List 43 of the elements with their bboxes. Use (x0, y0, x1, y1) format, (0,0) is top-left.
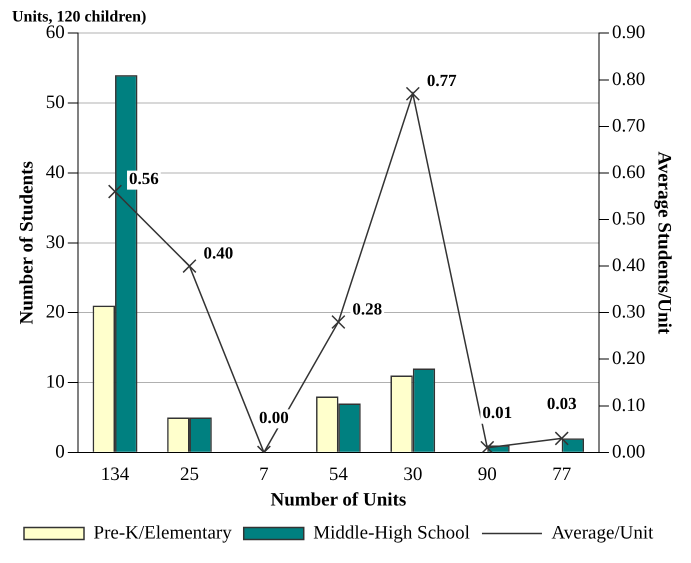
x-axis-title: Number of Units (270, 490, 406, 511)
point (554, 431, 569, 446)
y2-tick-label: 0.40 (612, 255, 646, 276)
legend-label: Average/Unit (551, 522, 654, 544)
x-tick-label: 54 (328, 464, 348, 485)
y-tick-label: 0 (55, 441, 65, 462)
data-label: 0.28 (352, 299, 382, 318)
y-tick-label: 10 (46, 372, 65, 393)
y2-tick-label: 0.80 (612, 68, 646, 90)
y2-axis-title: Average Students/Unit (654, 151, 675, 335)
y2-tick-label: 0.10 (612, 394, 646, 416)
x-tick-label: 77 (552, 464, 572, 485)
point (108, 184, 122, 199)
y2-tick-label: 0.20 (612, 348, 646, 370)
point (331, 314, 346, 330)
chart-title: Units, 120 children) (12, 8, 146, 26)
point (480, 440, 494, 452)
y-tick-label: 50 (46, 92, 65, 114)
y2-tick-label: 0.70 (612, 115, 646, 136)
y-axis-title: Number of Students (16, 161, 38, 324)
y2-tick-label: 0.00 (612, 441, 646, 462)
x-tick-label: 7 (259, 464, 269, 485)
data-label: 0.56 (129, 168, 159, 188)
x-tick-label: 30 (403, 464, 422, 485)
y-tick-label: 20 (46, 302, 65, 323)
point (182, 258, 197, 274)
data-label: 0.40 (203, 243, 234, 262)
legend-label: Middle-High School (313, 522, 470, 544)
y2-tick-label: 0.30 (612, 302, 646, 323)
data-label: 0.00 (259, 408, 289, 427)
legend-label: Pre-K/Elementary (94, 522, 232, 544)
data-label: 0.01 (482, 403, 512, 422)
data-label: 0.77 (426, 71, 458, 90)
y2-tick-label: 0.60 (612, 162, 646, 183)
data-label: 0.03 (546, 394, 577, 413)
y-tick-label: 40 (46, 162, 65, 183)
point (406, 86, 420, 101)
y-tick-label: 30 (46, 232, 65, 253)
y2-tick-label: 0.90 (612, 22, 646, 44)
y2-tick-label: 0.50 (612, 208, 646, 230)
x-tick-label: 25 (180, 464, 199, 485)
x-tick-label: 134 (100, 464, 130, 485)
x-tick-label: 90 (478, 464, 497, 485)
